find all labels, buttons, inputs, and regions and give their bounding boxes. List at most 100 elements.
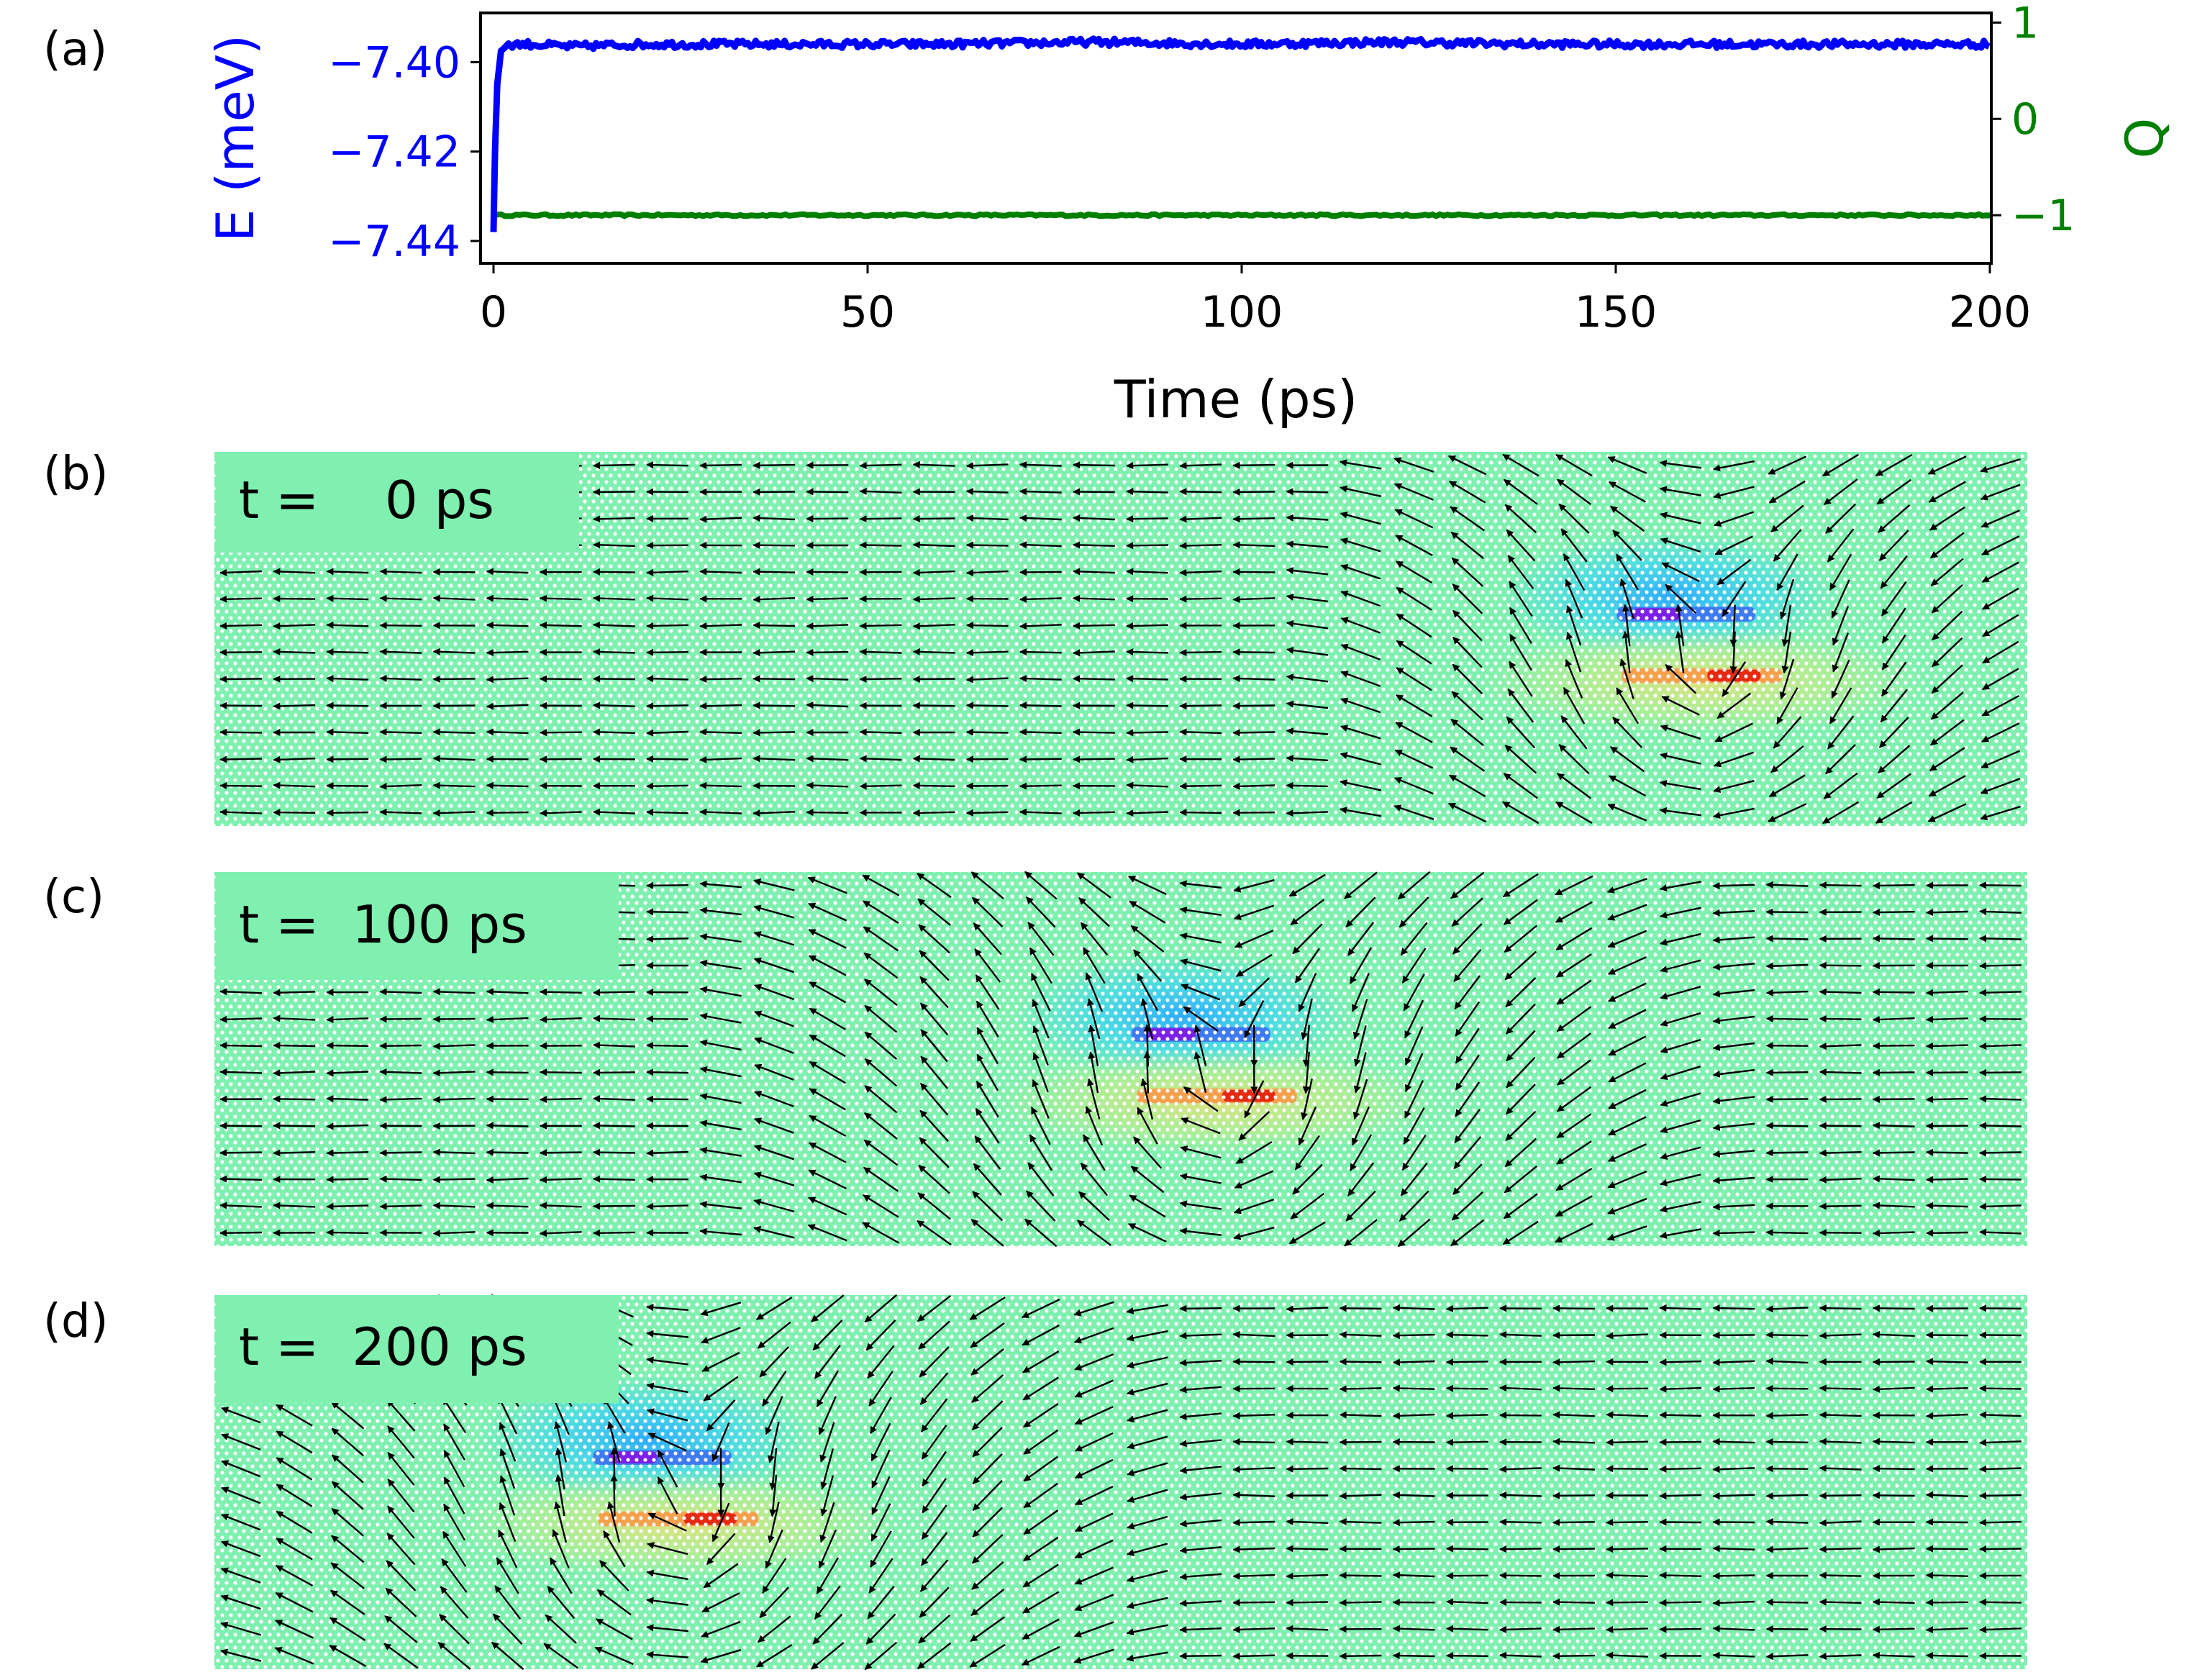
spin-arrow xyxy=(1026,1190,1056,1222)
spin-arrow xyxy=(919,1137,950,1168)
spin-arrow xyxy=(387,1452,415,1486)
spin-arrow xyxy=(539,594,582,602)
spin-arrow xyxy=(1393,804,1434,820)
spin-arrow xyxy=(1609,505,1645,532)
spin-arrow xyxy=(912,809,955,817)
spin-arrow xyxy=(275,1620,314,1639)
spin-arrow xyxy=(539,1202,582,1209)
spin-arrow xyxy=(1022,1591,1060,1614)
spin-arrow xyxy=(220,1594,261,1610)
spin-arrow xyxy=(1925,1068,1968,1076)
spin-arrow xyxy=(1825,744,1857,775)
spin-arrow xyxy=(1193,1025,1207,1066)
spin-arrow xyxy=(1722,660,1747,697)
spin-arrow xyxy=(1298,1106,1317,1146)
spin-arrow xyxy=(814,1585,841,1620)
spin-arrow xyxy=(1555,801,1593,825)
spin-arrow xyxy=(1712,989,1755,998)
spin-arrow xyxy=(1503,1193,1538,1220)
spin-arrow xyxy=(1872,1015,1915,1024)
spin-arrow xyxy=(646,594,688,602)
spin-arrow xyxy=(1235,1140,1273,1165)
spin-arrow xyxy=(385,1587,417,1617)
spin-arrow xyxy=(539,1230,582,1238)
spin-arrow xyxy=(1765,881,1809,889)
spin-arrow xyxy=(1659,1411,1702,1419)
spin-arrow xyxy=(1127,876,1167,895)
spin-arrow xyxy=(1127,1409,1168,1423)
spin-arrow xyxy=(701,1592,740,1613)
spin-arrow xyxy=(870,1530,892,1568)
spin-arrow xyxy=(1872,1385,1915,1393)
spin-arrow xyxy=(1126,809,1168,817)
spin-arrow xyxy=(1556,1113,1592,1139)
spin-arrow xyxy=(1925,1599,1968,1607)
spin-arrow xyxy=(1076,872,1111,899)
spin-arrow xyxy=(1340,485,1382,497)
spin-arrow xyxy=(975,1107,1000,1144)
spin-arrow xyxy=(1404,1053,1424,1092)
spin-arrow xyxy=(864,1294,898,1323)
spin-arrow xyxy=(753,1199,795,1213)
spin-arrow xyxy=(1978,989,2022,996)
spin-arrow xyxy=(864,1031,898,1061)
spin-arrow xyxy=(539,675,582,683)
y-tick-label: −7.40 xyxy=(328,37,460,88)
spin-arrow xyxy=(1712,1042,1755,1051)
spin-arrow xyxy=(1981,535,2020,555)
spin-arrow xyxy=(912,622,955,630)
spin-arrow xyxy=(1400,1162,1428,1197)
spin-arrow xyxy=(219,1229,263,1237)
spin-arrow xyxy=(1022,1563,1059,1588)
spin-arrow xyxy=(1712,1150,1755,1158)
spin-arrow xyxy=(1455,1001,1481,1037)
spin-arrow xyxy=(1665,584,1697,614)
spin-arrow xyxy=(699,880,742,889)
spin-arrow xyxy=(752,514,796,522)
spin-arrow xyxy=(1980,778,2021,794)
spin-arrow xyxy=(1301,998,1313,1040)
spin-arrow xyxy=(1232,648,1275,656)
spin-arrow xyxy=(1872,1545,1915,1553)
spin-arrow xyxy=(219,1042,263,1050)
spin-arrow xyxy=(1979,1043,2022,1050)
spin-arrow xyxy=(1563,553,1586,591)
spin-arrow xyxy=(1353,1025,1367,1067)
spin-arrow xyxy=(1872,1202,1915,1209)
spin-arrow xyxy=(752,755,796,763)
spin-arrow xyxy=(1023,1456,1058,1482)
spin-arrow xyxy=(1032,1052,1049,1093)
spin-arrow xyxy=(1179,1546,1222,1554)
spin-arrow xyxy=(1880,689,1908,723)
spin-arrow xyxy=(1290,899,1325,926)
spin-arrow xyxy=(1712,1176,1755,1184)
spin-arrow xyxy=(920,1398,948,1432)
spin-arrow xyxy=(592,1095,635,1103)
spin-arrow xyxy=(1714,722,1753,743)
spin-arrow xyxy=(1344,871,1378,899)
spin-arrow xyxy=(921,1425,947,1460)
spin-arrow xyxy=(1619,658,1634,699)
spin-arrow xyxy=(864,1058,898,1087)
spin-arrow xyxy=(753,1225,795,1239)
spin-arrow xyxy=(820,1448,834,1490)
spin-arrow xyxy=(1019,701,1062,709)
spin-arrow xyxy=(1499,1625,1542,1633)
spin-arrow xyxy=(1127,1543,1168,1556)
spin-arrow xyxy=(864,1004,898,1033)
spin-arrow xyxy=(1127,1382,1168,1396)
spin-arrow xyxy=(646,675,688,683)
spin-arrow xyxy=(486,649,529,657)
spin-arrow xyxy=(606,1501,621,1543)
spin-arrow xyxy=(1400,922,1428,956)
spin-arrow xyxy=(1445,1412,1488,1420)
spin-arrow xyxy=(970,1322,1005,1348)
spin-arrow xyxy=(1872,881,1915,889)
spin-arrow xyxy=(754,984,794,1001)
spin-arrow xyxy=(379,674,422,683)
spin-arrow xyxy=(1179,1304,1222,1312)
spin-arrow xyxy=(1712,1358,1755,1366)
spin-arrow xyxy=(1872,1068,1915,1076)
spin-arrow xyxy=(647,1408,688,1422)
spin-arrow xyxy=(1074,1353,1114,1371)
